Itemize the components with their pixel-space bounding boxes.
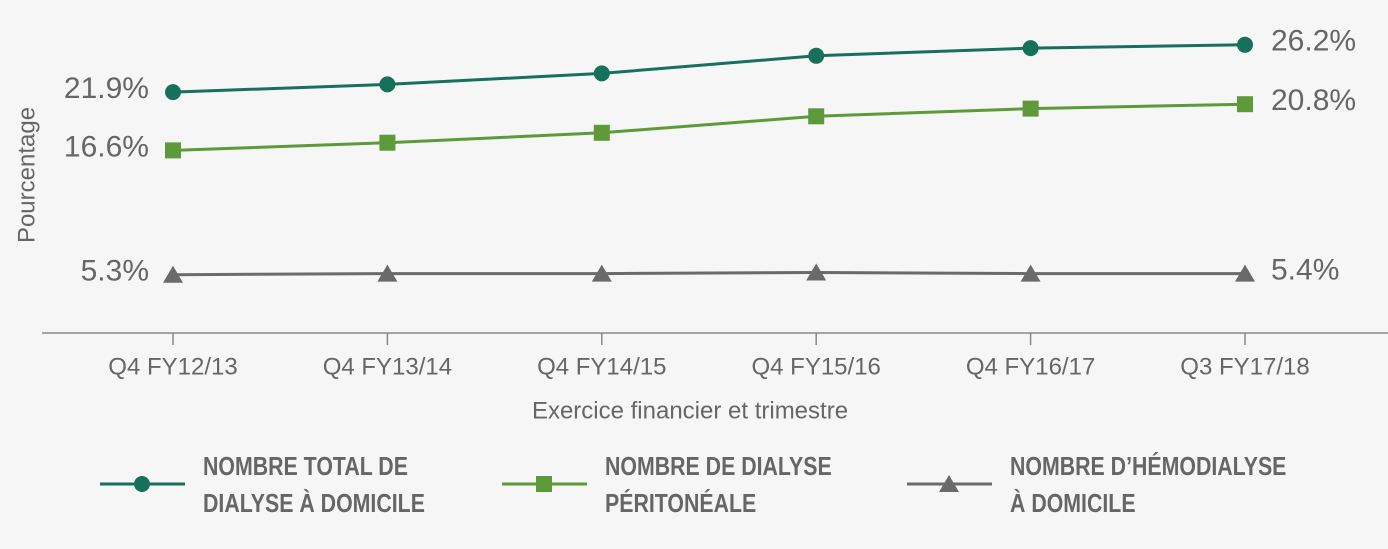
data-point (808, 47, 825, 64)
series-line (172, 270, 1245, 277)
data-point (593, 65, 610, 82)
data-point (377, 264, 398, 282)
legend-label: NOMBRE D’HÉMODIALYSE À DOMICILE (1010, 451, 1287, 518)
data-point (163, 265, 183, 283)
value-label: 5.3% (81, 255, 149, 288)
x-tick-label: Q4 FY13/14 (323, 353, 452, 380)
series-line (172, 43, 1246, 94)
legend-swatch (907, 475, 992, 492)
legend-marker (134, 476, 150, 492)
data-point (1020, 264, 1041, 282)
data-point (593, 124, 610, 141)
value-label: 26.2% (1271, 25, 1356, 58)
data-point (806, 263, 827, 281)
x-tick-label: Q4 FY12/13 (108, 353, 237, 380)
x-tick-label: Q4 FY14/15 (537, 353, 666, 380)
data-point (379, 76, 396, 93)
data-point (165, 84, 181, 101)
data-point (1235, 264, 1255, 282)
y-axis-title: Pourcentage (13, 107, 40, 243)
legend-label: NOMBRE TOTAL DE DIALYSE À DOMICILE (203, 451, 425, 518)
data-point (808, 108, 825, 125)
value-label: 5.4% (1271, 254, 1339, 287)
data-point (165, 142, 181, 159)
legend-marker (939, 475, 959, 492)
x-tick-label: Q4 FY15/16 (751, 353, 880, 380)
legend-marker (536, 476, 552, 492)
value-label: 16.6% (64, 130, 149, 163)
data-point (1022, 100, 1039, 117)
series-line (172, 102, 1246, 152)
legend-swatch (100, 476, 185, 492)
x-axis-title: Exercice financier et trimestre (532, 397, 848, 424)
data-point (1237, 36, 1253, 53)
data-point (591, 264, 612, 282)
chart: Pourcentage Exercice financier et trimes… (13, 25, 1388, 424)
data-point (1022, 40, 1039, 57)
data-point (1237, 96, 1253, 113)
legend-label: NOMBRE DE DIALYSE PÉRITONÉALE (605, 451, 832, 518)
legend-swatch (502, 476, 587, 492)
data-point (379, 134, 396, 151)
x-tick-label: Q4 FY16/17 (966, 353, 1095, 380)
value-label: 20.8% (1271, 84, 1356, 117)
x-tick-label: Q3 FY17/18 (1180, 353, 1309, 380)
value-label: 21.9% (64, 72, 149, 105)
